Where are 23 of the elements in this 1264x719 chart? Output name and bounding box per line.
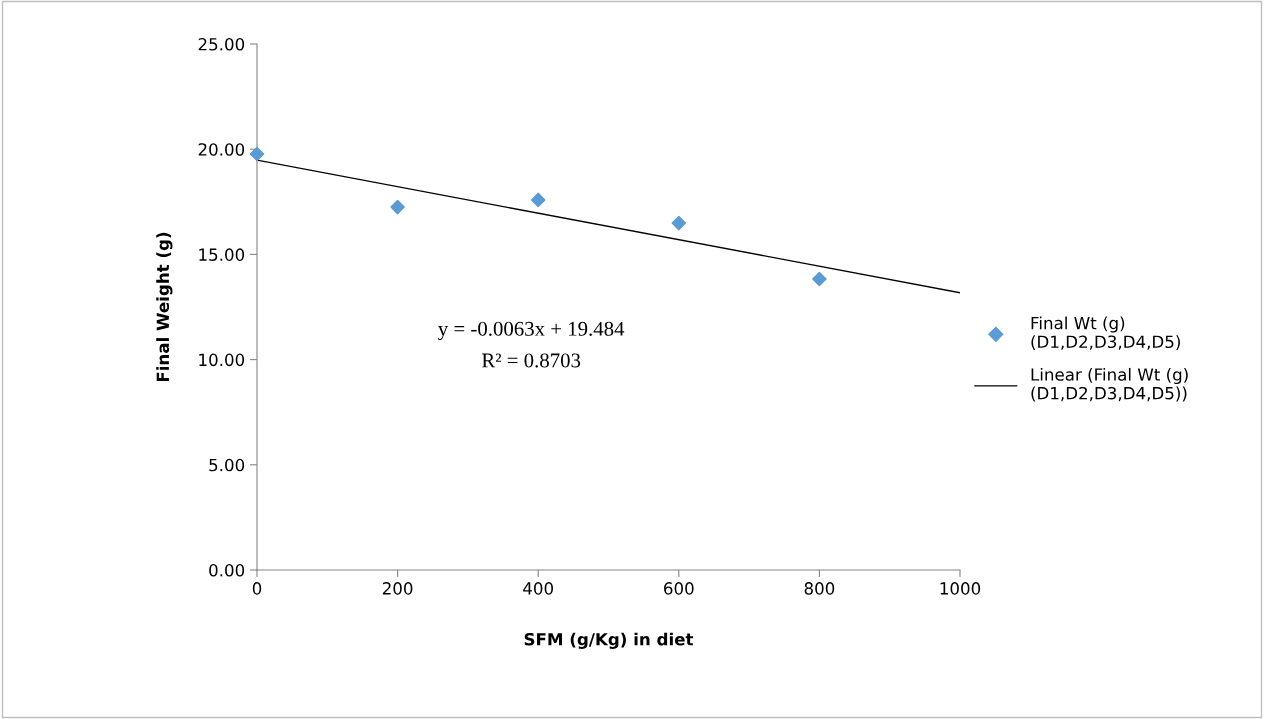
legend-label: Final Wt (g) (D1,D2,D3,D4,D5) [1031, 316, 1180, 350]
point [812, 271, 827, 287]
annotation: R² = 0.8703 [481, 353, 581, 368]
x-tick-label: 400 [523, 582, 553, 595]
x-axis-title: SFM (g/Kg) in diet [524, 632, 694, 649]
y-tick-label: 5.00 [209, 458, 245, 472]
y-tick-label: 0.00 [209, 563, 245, 577]
x-tick-label: 600 [664, 582, 694, 595]
legend-label: Linear (Final Wt (g) (D1,D2,D3,D4,D5)) [1031, 367, 1188, 402]
x-tick-label: 1000 [940, 582, 981, 595]
point [671, 215, 687, 231]
point [249, 146, 265, 162]
point [530, 192, 546, 208]
y-axis-title: Final Weight (g) [156, 232, 173, 382]
y-tick-label: 15.00 [199, 248, 245, 261]
point [390, 199, 405, 215]
x-tick-label: 800 [804, 582, 835, 595]
annotation: y = -0.0063x + 19.484 [438, 321, 625, 341]
x-tick-label: 0 [252, 582, 262, 595]
y-tick-label: 20.00 [198, 143, 245, 156]
y-tick-label: 10.00 [199, 353, 245, 367]
x-tick-label: 200 [382, 582, 413, 595]
y-tick-label: 25.00 [198, 37, 245, 51]
